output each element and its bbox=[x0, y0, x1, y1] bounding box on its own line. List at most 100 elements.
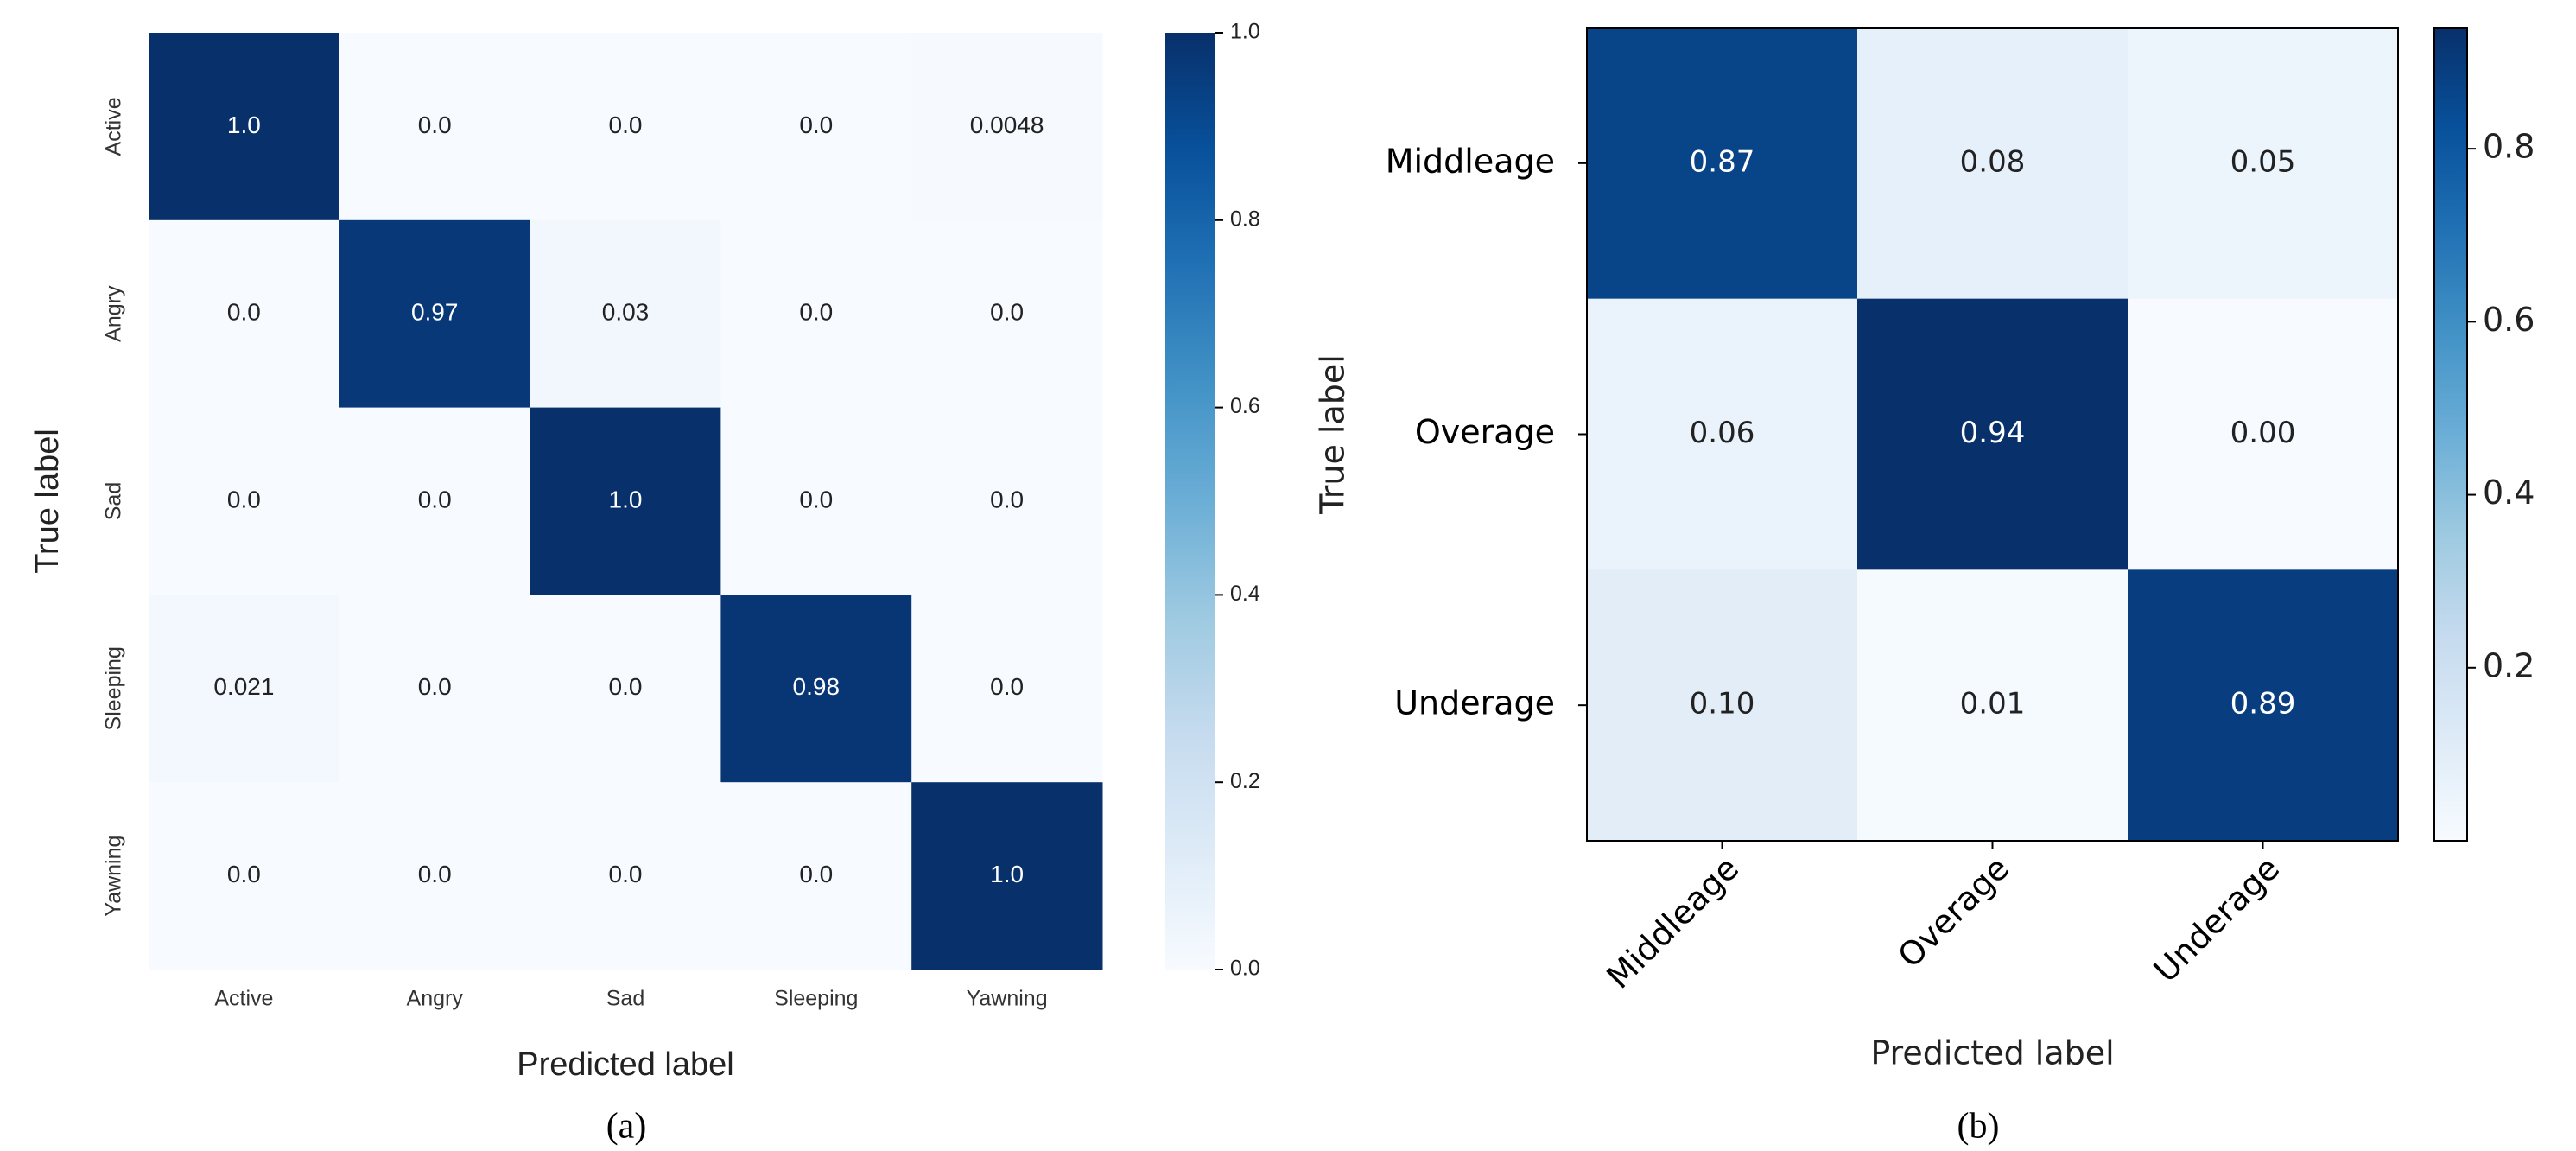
y-tick-label: Angry bbox=[102, 285, 126, 342]
cell-label: 0.00 bbox=[2230, 416, 2296, 450]
cell-label: 0.10 bbox=[1690, 687, 1755, 722]
cell-label: 0.0 bbox=[609, 673, 643, 700]
cell-label: 0.0 bbox=[609, 111, 643, 138]
heatmap-cell bbox=[2128, 569, 2399, 842]
cell-label: 0.0 bbox=[799, 486, 833, 512]
y-tick-label: Sad bbox=[102, 482, 126, 520]
heatmap-cell bbox=[720, 595, 912, 783]
heatmap-cell bbox=[530, 33, 721, 221]
cell-label: 1.0 bbox=[990, 861, 1024, 887]
x-axis-label: Predicted label bbox=[517, 1046, 733, 1083]
y-tick-label: Yawning bbox=[102, 836, 126, 917]
cell-label: 0.0 bbox=[990, 299, 1024, 326]
heatmap-cell bbox=[339, 782, 531, 970]
cell-label: 0.021 bbox=[213, 673, 274, 700]
cell-label: 0.0 bbox=[227, 486, 261, 512]
heatmap-cell bbox=[720, 33, 912, 221]
cell-label: 0.97 bbox=[411, 299, 459, 326]
caption: (a) bbox=[606, 1107, 647, 1147]
heatmap-cell bbox=[1857, 569, 2129, 842]
cell-label: 0.0 bbox=[609, 861, 643, 887]
cell-label: 0.0 bbox=[227, 861, 261, 887]
colorbar-tick-label: 0.8 bbox=[1230, 207, 1260, 231]
colorbar-tick-label: 0.2 bbox=[1230, 769, 1260, 793]
heatmap-cell bbox=[530, 219, 721, 409]
heatmap-cell bbox=[911, 595, 1103, 783]
colorbar-tick-label: 1.0 bbox=[1230, 20, 1260, 44]
cell-label: 0.0 bbox=[990, 486, 1024, 512]
heatmap-cell bbox=[1857, 298, 2129, 570]
cell-label: 0.87 bbox=[1690, 144, 1755, 179]
heatmap-cell bbox=[149, 595, 340, 783]
heatmap-cell bbox=[1857, 28, 2129, 300]
heatmap-cell bbox=[149, 782, 340, 970]
heatmap-cell bbox=[2128, 298, 2399, 570]
x-tick-label: Middleage bbox=[1599, 849, 1746, 996]
heatmap-cell bbox=[530, 782, 721, 970]
y-tick-label: Sleeping bbox=[102, 646, 126, 730]
colorbar bbox=[1165, 33, 1215, 970]
cell-label: 0.05 bbox=[2230, 144, 2296, 179]
cell-label: 0.03 bbox=[602, 299, 650, 326]
heatmap-cell bbox=[1587, 298, 1858, 570]
cell-label: 0.94 bbox=[1960, 416, 2026, 450]
heatmap-cell bbox=[911, 407, 1103, 595]
x-tick-label: Underage bbox=[2147, 849, 2287, 990]
heatmap-cell bbox=[530, 407, 721, 595]
heatmap-cell bbox=[339, 219, 531, 409]
cell-label: 0.0 bbox=[418, 673, 452, 700]
cell-label: 0.0 bbox=[418, 486, 452, 512]
y-tick-label: Overage bbox=[1415, 413, 1555, 451]
heatmap-cell bbox=[911, 219, 1103, 409]
heatmap-cell bbox=[911, 33, 1103, 221]
heatmap-cell bbox=[339, 33, 531, 221]
colorbar bbox=[2433, 27, 2468, 842]
y-axis-label: True label bbox=[1314, 354, 1352, 515]
heatmap-cell bbox=[1587, 28, 1858, 300]
cell-label: 0.0 bbox=[418, 861, 452, 887]
colorbar-tick-label: 0.4 bbox=[2483, 474, 2535, 512]
x-tick-label: Yawning bbox=[967, 987, 1048, 1011]
x-tick-label: Active bbox=[214, 987, 273, 1011]
panel-b: 0.87 0.08 0.05 0.06 0.94 0.00 0.10 0.01 0.89 Midd… bbox=[1314, 27, 2535, 1147]
cell-label: 0.0 bbox=[799, 111, 833, 138]
cell-label: 0.0 bbox=[227, 299, 261, 326]
heatmap-cell bbox=[720, 219, 912, 409]
heatmap-cell bbox=[911, 782, 1103, 970]
heatmap-cell bbox=[339, 407, 531, 595]
heatmap-cell bbox=[530, 595, 721, 783]
cell-label: 1.0 bbox=[609, 486, 643, 512]
heatmap-cell bbox=[149, 219, 340, 409]
y-tick-label: Active bbox=[102, 97, 126, 156]
cell-label: 0.08 bbox=[1960, 144, 2026, 179]
y-tick-label: Underage bbox=[1394, 684, 1555, 722]
x-tick-label: Sad bbox=[606, 987, 644, 1011]
colorbar-tick-label: 0.2 bbox=[2483, 646, 2535, 684]
cell-label: 1.0 bbox=[227, 111, 261, 138]
heatmap-cell bbox=[1587, 569, 1858, 842]
x-tick-label: Angry bbox=[407, 987, 464, 1011]
cell-label: 0.0 bbox=[799, 299, 833, 326]
cell-label: 0.01 bbox=[1960, 687, 2026, 722]
heatmap-cell bbox=[2128, 28, 2399, 300]
cell-label: 0.98 bbox=[793, 673, 841, 700]
heatmap-cell bbox=[339, 595, 531, 783]
cell-label: 0.06 bbox=[1690, 416, 1755, 450]
heatmap-cell bbox=[149, 407, 340, 595]
panel-a: 1.0 0.0 0.0 0.0 0.0048 0.0 0.97 0.03 0.0 0.0 0.0 0.… bbox=[29, 20, 1260, 1147]
heatmap-cell bbox=[720, 782, 912, 970]
cell-label: 0.0 bbox=[799, 861, 833, 887]
x-axis-label: Predicted label bbox=[1870, 1034, 2114, 1072]
heatmap-cell bbox=[149, 33, 340, 221]
colorbar-tick-label: 0.8 bbox=[2483, 128, 2535, 166]
colorbar-tick-label: 0.4 bbox=[1230, 582, 1260, 606]
y-tick-label: Middleage bbox=[1386, 142, 1555, 180]
x-tick-label: Sleeping bbox=[774, 987, 858, 1011]
cell-label: 0.0048 bbox=[970, 111, 1044, 138]
colorbar-tick-label: 0.6 bbox=[2483, 301, 2535, 339]
colorbar-tick-label: 0.6 bbox=[1230, 394, 1260, 418]
cell-label: 0.0 bbox=[990, 673, 1024, 700]
heatmap-cell bbox=[720, 407, 912, 595]
